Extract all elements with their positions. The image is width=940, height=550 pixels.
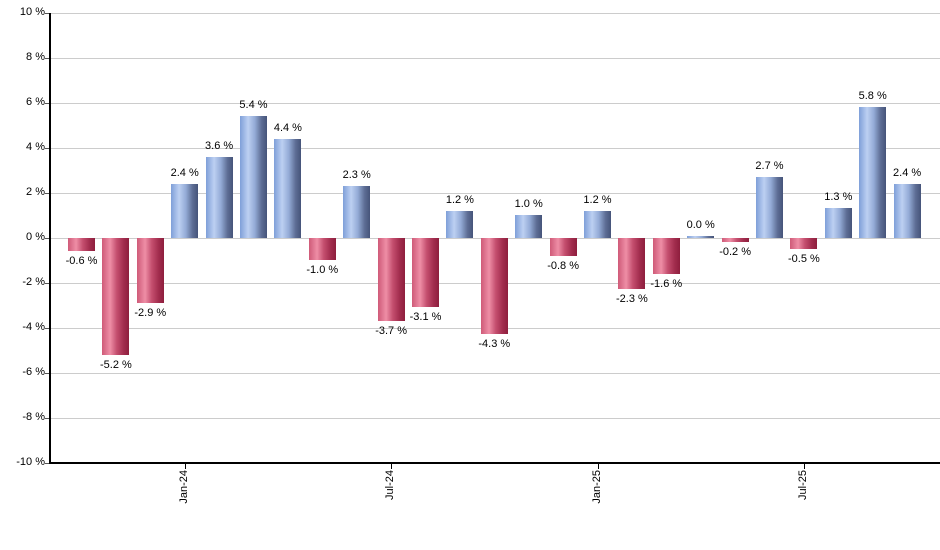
x-axis-tick-Jan-24 — [184, 463, 186, 469]
gridline--6 — [51, 372, 940, 374]
y-axis-tick — [45, 57, 50, 59]
bar-Dec-23[interactable] — [136, 237, 164, 303]
bar-value-label-Nov-24: 1.0 % — [514, 198, 543, 210]
bar-Apr-25[interactable] — [687, 235, 715, 238]
y-axis-tick — [45, 192, 50, 194]
bar-value-label-Aug-25: 1.3 % — [824, 191, 853, 204]
y-axis-label: 4 % — [26, 140, 45, 153]
bar-Sep-25[interactable] — [859, 107, 887, 238]
bar-Nov-23[interactable] — [102, 237, 130, 355]
bar-Jul-24[interactable] — [377, 237, 405, 321]
y-axis-label: 10 % — [19, 5, 45, 18]
bar-May-25[interactable] — [721, 237, 749, 242]
x-axis-label-Jan-24: Jan-24 — [177, 469, 190, 504]
bar-Nov-24[interactable] — [515, 215, 543, 238]
bar-value-label-Jun-25: 2.7 % — [755, 159, 784, 172]
bar-value-label-Oct-25: 2.4 % — [893, 166, 922, 179]
bar-value-label-Jun-24: 2.3 % — [342, 168, 371, 181]
bar-Apr-24[interactable] — [274, 138, 302, 238]
bar-Mar-25[interactable] — [652, 237, 680, 274]
bar-Oct-25[interactable] — [893, 183, 921, 238]
y-axis-label: -2 % — [22, 275, 45, 288]
y-axis-tick — [45, 417, 50, 419]
bar-Jul-25[interactable] — [790, 237, 818, 249]
x-axis-tick-Jul-24 — [391, 463, 393, 469]
bar-value-label-Nov-23: -5.2 % — [99, 358, 132, 371]
y-axis-label: 6 % — [26, 95, 45, 108]
y-axis-label: -10 % — [16, 455, 45, 468]
bar-Mar-24[interactable] — [240, 116, 267, 238]
y-axis-tick — [45, 12, 50, 14]
y-axis-tick — [45, 237, 50, 239]
bar-Feb-25[interactable] — [618, 237, 646, 290]
bar-value-label-May-24: -1.0 % — [306, 264, 339, 276]
bar-Aug-25[interactable] — [824, 208, 852, 238]
bar-Jun-24[interactable] — [343, 185, 371, 238]
bar-value-label-Feb-24: 3.6 % — [205, 139, 234, 152]
x-axis-label-Jan-25: Jan-25 — [590, 469, 603, 504]
y-axis-label: -8 % — [22, 410, 45, 423]
bar-value-label-Mar-25: -1.6 % — [650, 277, 683, 290]
bar-Jan-25[interactable] — [584, 210, 611, 238]
bar-value-label-Jul-24: -3.7 % — [375, 324, 407, 337]
bar-value-label-Oct-24: -4.3 % — [478, 338, 511, 351]
y-axis-tick — [45, 372, 50, 374]
gridline-2 — [51, 192, 940, 194]
gridline-6 — [51, 102, 940, 104]
bar-Jan-24[interactable] — [171, 183, 199, 238]
gridline-8 — [51, 57, 940, 59]
gridline-10 — [51, 12, 940, 14]
bar-Jun-25[interactable] — [756, 176, 783, 238]
x-axis-label-Jul-25: Jul-25 — [796, 469, 809, 500]
bar-Feb-24[interactable] — [205, 156, 233, 238]
bar-May-24[interactable] — [308, 237, 336, 260]
bar-value-label-Aug-24: -3.1 % — [409, 311, 442, 324]
x-axis-tick-Jan-25 — [597, 463, 599, 469]
bar-value-label-Jan-25: 1.2 % — [583, 193, 612, 206]
bar-Oct-24[interactable] — [480, 237, 508, 335]
y-axis-label: -4 % — [22, 320, 45, 333]
y-axis-label: -6 % — [22, 365, 45, 378]
y-axis-tick — [45, 462, 50, 464]
bar-value-label-Jul-25: -0.5 % — [787, 252, 820, 265]
y-axis-label: 8 % — [26, 50, 45, 63]
y-axis-tick — [45, 282, 50, 284]
bar-Dec-24[interactable] — [549, 237, 577, 256]
x-axis — [49, 461, 940, 464]
bar-Oct-23[interactable] — [68, 237, 95, 251]
bar-value-label-Sep-25: 5.8 % — [858, 90, 887, 102]
y-axis — [49, 12, 51, 463]
bar-value-label-Dec-23: -2.9 % — [134, 306, 167, 319]
bar-value-label-Apr-24: 4.4 % — [273, 121, 302, 134]
bar-Sep-24[interactable] — [446, 210, 474, 238]
y-axis-tick — [45, 327, 50, 329]
y-axis-label: 2 % — [26, 185, 45, 198]
y-axis-tick — [45, 102, 50, 104]
bar-value-label-Mar-24: 5.4 % — [239, 99, 268, 111]
bar-value-label-Feb-25: -2.3 % — [615, 293, 648, 306]
bar-value-label-Dec-24: -0.8 % — [547, 259, 579, 272]
bar-value-label-Sep-24: 1.2 % — [445, 193, 474, 206]
gridline--8 — [51, 417, 940, 419]
x-axis-tick-Jul-25 — [803, 463, 805, 469]
bar-value-label-Oct-23: -0.6 % — [65, 255, 98, 267]
bar-value-label-Apr-25: 0.0 % — [686, 218, 715, 231]
x-axis-label-Jul-24: Jul-24 — [384, 469, 397, 500]
bar-value-label-May-25: -0.2 % — [719, 246, 751, 258]
bar-Aug-24[interactable] — [412, 237, 439, 308]
y-axis-label: 0 % — [26, 230, 45, 243]
bar-value-label-Jan-24: 2.4 % — [170, 166, 199, 179]
y-axis-tick — [45, 147, 50, 149]
gridline-4 — [51, 147, 940, 149]
